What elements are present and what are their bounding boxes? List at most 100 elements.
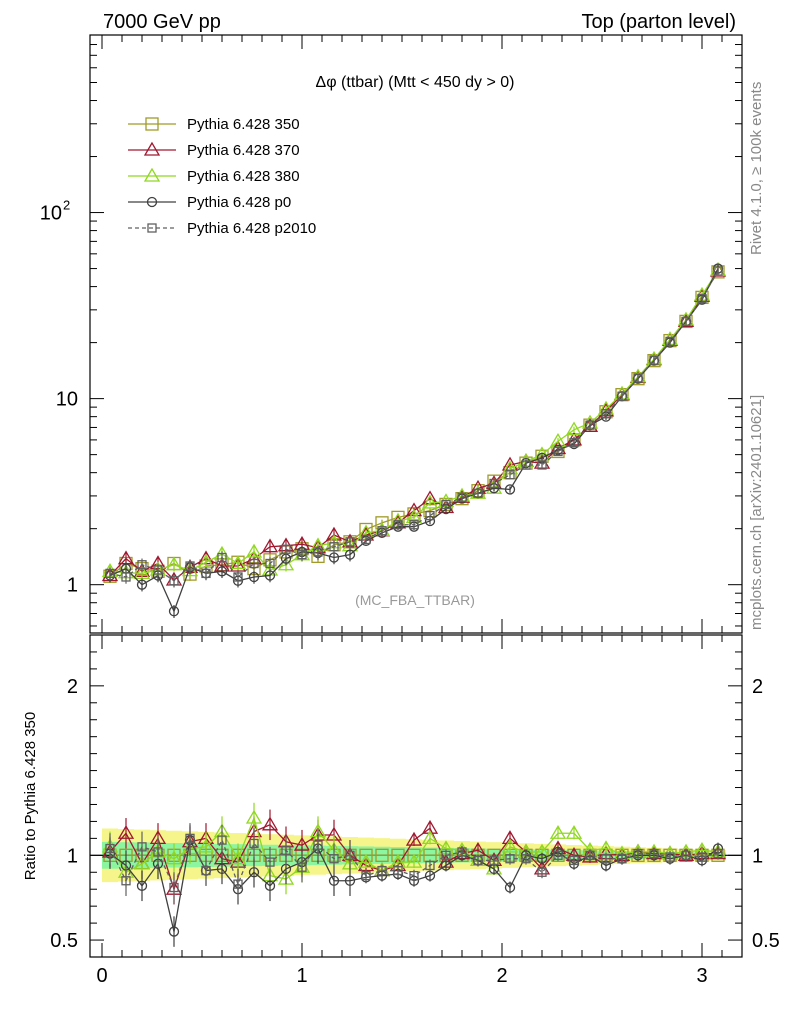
data-point bbox=[229, 555, 247, 570]
data-point bbox=[201, 568, 211, 579]
legend-label: Pythia 6.428 380 bbox=[187, 168, 300, 185]
main-ytick-label: 10 bbox=[56, 389, 78, 411]
ratio-data-point bbox=[585, 850, 595, 860]
ratio-data-point bbox=[553, 850, 563, 860]
data-point bbox=[377, 526, 387, 536]
ratio-series-group bbox=[101, 802, 727, 947]
data-point bbox=[665, 336, 675, 347]
data-point bbox=[245, 543, 263, 558]
data-point bbox=[393, 520, 403, 530]
ratio-data-point bbox=[345, 850, 355, 860]
ratio-series-4 bbox=[105, 823, 723, 903]
ratio-data-point bbox=[117, 824, 135, 839]
data-point bbox=[137, 560, 147, 570]
ratio-ytick-label: 0.5 bbox=[50, 930, 78, 952]
data-point bbox=[168, 606, 180, 617]
data-point bbox=[265, 558, 275, 569]
ratio-data-point bbox=[457, 847, 467, 857]
ratio-data-point bbox=[153, 847, 163, 857]
data-point bbox=[537, 460, 547, 470]
header-right: Top (parton level) bbox=[581, 11, 736, 33]
data-point bbox=[441, 499, 451, 510]
ratio-data-point bbox=[421, 830, 439, 845]
data-point bbox=[553, 446, 563, 457]
data-point bbox=[617, 391, 627, 401]
ratio-data-point bbox=[264, 880, 276, 891]
data-point bbox=[185, 561, 195, 571]
data-point bbox=[248, 571, 260, 583]
ratio-data-point bbox=[536, 853, 548, 864]
legend-entry: Pythia 6.428 p0 bbox=[128, 194, 291, 211]
ratio-data-point bbox=[649, 848, 659, 859]
ratio-data-point bbox=[697, 852, 707, 862]
ratio-data-point bbox=[136, 880, 148, 891]
ratio-data-point bbox=[633, 848, 643, 859]
ratio-data-point bbox=[249, 838, 259, 849]
data-point bbox=[165, 556, 183, 571]
legend-marker bbox=[147, 223, 157, 233]
legend-marker bbox=[143, 141, 161, 156]
ratio-data-point bbox=[617, 854, 627, 864]
series-2 bbox=[101, 261, 727, 581]
legend-marker bbox=[145, 117, 159, 131]
ratio-data-point bbox=[297, 862, 307, 872]
main-ytick-label-exp: 2 bbox=[63, 198, 70, 213]
ratio-data-point bbox=[133, 855, 151, 870]
ratio-data-point bbox=[569, 855, 579, 866]
ratio-ytick-label-right: 1 bbox=[752, 845, 763, 867]
ratio-data-point bbox=[169, 882, 179, 893]
ratio-data-point bbox=[501, 838, 519, 853]
data-point bbox=[361, 534, 371, 545]
ratio-ytick-label: 2 bbox=[67, 676, 78, 698]
data-point bbox=[153, 565, 163, 575]
data-point bbox=[409, 520, 419, 530]
data-point bbox=[233, 572, 243, 582]
ratio-data-point bbox=[121, 876, 131, 886]
ratio-data-point bbox=[217, 835, 227, 845]
ratio-data-point bbox=[537, 867, 547, 877]
data-point bbox=[281, 544, 291, 554]
ratio-data-point bbox=[361, 871, 371, 881]
ratio-data-point bbox=[328, 875, 340, 886]
data-point bbox=[521, 460, 531, 470]
ratio-data-point bbox=[505, 854, 515, 864]
side-label-lower: mcplots.cern.ch [arXiv:2401.10621] bbox=[748, 395, 765, 630]
ratio-data-point bbox=[216, 863, 228, 875]
data-point bbox=[421, 494, 439, 509]
ratio-data-point bbox=[441, 850, 451, 860]
ratio-data-point bbox=[281, 845, 291, 855]
data-point bbox=[169, 576, 179, 586]
ratio-data-point bbox=[357, 853, 375, 868]
data-point bbox=[121, 572, 131, 582]
series-line bbox=[109, 270, 719, 582]
ratio-data-point bbox=[229, 850, 247, 865]
ratio-data-point bbox=[681, 850, 691, 860]
ratio-data-point bbox=[261, 816, 279, 831]
analysis-label: (MC_FBA_TTBAR) bbox=[355, 592, 475, 608]
main-plot-frame bbox=[89, 34, 743, 634]
ratio-data-point bbox=[405, 831, 423, 846]
data-point bbox=[329, 542, 339, 552]
ratio-data-point bbox=[165, 850, 183, 865]
data-point bbox=[344, 549, 356, 560]
ratio-xtick-label: 2 bbox=[496, 965, 507, 987]
data-point bbox=[633, 373, 643, 383]
ratio-data-point bbox=[245, 809, 263, 824]
main-ytick-label: 10 bbox=[40, 203, 62, 225]
ratio-ytick-label: 1 bbox=[67, 845, 78, 867]
data-point bbox=[565, 421, 583, 436]
legend-label: Pythia 6.428 p0 bbox=[187, 194, 291, 211]
data-point bbox=[261, 538, 279, 553]
data-point bbox=[681, 316, 691, 327]
main-ytick-label: 1 bbox=[67, 575, 78, 597]
data-point bbox=[277, 556, 295, 571]
ratio-data-point bbox=[377, 865, 387, 876]
legend-label: Pythia 6.428 370 bbox=[187, 142, 300, 159]
ratio-data-point bbox=[248, 867, 260, 878]
series-3 bbox=[104, 263, 724, 618]
data-point bbox=[697, 293, 707, 304]
ratio-data-point bbox=[565, 824, 583, 839]
data-point bbox=[217, 552, 227, 563]
